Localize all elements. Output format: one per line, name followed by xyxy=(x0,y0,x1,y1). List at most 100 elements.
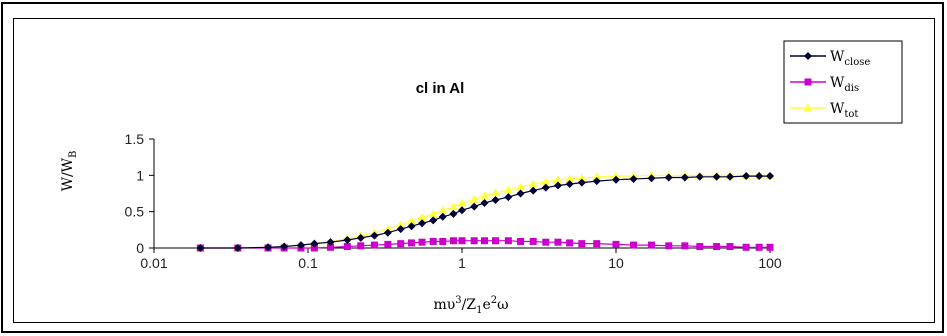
legend-label: Wdis xyxy=(830,75,859,94)
x-tick-label: 10 xyxy=(608,255,624,271)
data-point xyxy=(612,240,620,248)
legend-label: Wtot xyxy=(830,101,858,120)
data-point xyxy=(407,216,417,225)
data-point xyxy=(396,220,406,229)
data-point xyxy=(449,209,458,218)
data-point xyxy=(664,173,673,182)
data-point xyxy=(417,212,427,221)
legend-marker xyxy=(804,52,812,60)
data-point xyxy=(310,244,318,252)
data-point xyxy=(504,193,513,202)
data-point xyxy=(481,237,489,245)
data-point xyxy=(529,186,538,195)
data-point xyxy=(280,242,289,251)
series-layer xyxy=(195,170,775,252)
data-point xyxy=(565,174,575,183)
data-point xyxy=(470,202,479,211)
data-point xyxy=(418,219,427,228)
data-point xyxy=(438,205,448,214)
data-point xyxy=(503,185,513,194)
data-point xyxy=(418,238,426,246)
data-point xyxy=(343,236,352,245)
data-point xyxy=(310,239,319,248)
axes: 0 0.5 1 1.5 0.01 0.1 1 10 100 xyxy=(125,131,782,271)
data-point xyxy=(469,194,479,203)
data-point xyxy=(647,174,656,183)
data-point xyxy=(647,241,655,249)
series-line xyxy=(200,240,770,249)
data-point xyxy=(726,172,735,181)
data-point xyxy=(491,196,500,205)
data-point xyxy=(370,241,378,249)
data-point xyxy=(712,172,721,181)
data-point xyxy=(742,172,751,181)
data-point xyxy=(470,237,478,245)
data-point xyxy=(438,212,447,221)
data-point xyxy=(396,225,405,234)
data-point xyxy=(384,240,392,248)
data-point xyxy=(681,242,689,250)
data-point xyxy=(766,243,774,251)
x-tick-label: 0.01 xyxy=(140,255,167,271)
data-point xyxy=(356,233,365,242)
data-point xyxy=(196,244,205,252)
data-point xyxy=(612,175,620,184)
series-w-close xyxy=(196,172,774,252)
data-point xyxy=(755,243,763,251)
legend-item: Wclose xyxy=(790,49,870,68)
data-point xyxy=(629,174,638,183)
data-point xyxy=(553,175,563,184)
data-point xyxy=(343,243,351,251)
y-axis-label: W/WB xyxy=(60,151,79,192)
data-point xyxy=(491,237,499,245)
data-point xyxy=(516,182,526,191)
legend-label: Wclose xyxy=(830,49,870,68)
series-line xyxy=(200,175,770,249)
data-point xyxy=(516,189,525,198)
data-point xyxy=(578,240,586,248)
data-point xyxy=(541,177,551,186)
data-point xyxy=(439,237,447,245)
chart-title: cl in Al xyxy=(416,80,465,97)
data-point xyxy=(611,171,621,180)
data-point xyxy=(592,172,602,181)
data-point xyxy=(577,173,587,182)
x-tick-label: 1 xyxy=(458,255,466,271)
data-point xyxy=(429,216,438,225)
data-point xyxy=(296,241,305,250)
data-point xyxy=(429,237,437,245)
data-point xyxy=(448,202,458,211)
data-point xyxy=(566,239,574,247)
data-point xyxy=(528,179,538,188)
x-tick-label: 100 xyxy=(758,255,782,271)
data-point xyxy=(593,240,601,248)
data-point xyxy=(449,237,457,245)
y-tick-label: 1 xyxy=(136,167,144,183)
legend-item: Wtot xyxy=(790,101,858,120)
data-point xyxy=(680,173,689,182)
data-point xyxy=(458,206,466,215)
data-point xyxy=(554,238,562,246)
legend-marker xyxy=(804,78,812,86)
data-point xyxy=(713,243,721,251)
y-tick-label: 1.5 xyxy=(125,131,145,147)
data-point xyxy=(630,241,638,249)
data-point xyxy=(383,228,392,237)
legend: Wclose Wdis Wtot xyxy=(783,40,903,124)
x-axis-label: mυ3/Z1e2ω xyxy=(433,295,508,316)
chart: 0 0.5 1 1.5 0.01 0.1 1 10 100 cl in Al W/WB mυ3/… xyxy=(60,40,903,316)
data-point xyxy=(742,243,750,251)
legend-marker xyxy=(803,103,813,112)
series-line xyxy=(200,174,770,249)
y-tick-label: 0 xyxy=(136,240,144,256)
data-point xyxy=(696,243,704,251)
data-point xyxy=(327,243,335,251)
data-point xyxy=(726,243,734,251)
data-point xyxy=(542,238,550,246)
data-point xyxy=(326,238,335,247)
y-tick-label: 0.5 xyxy=(125,204,145,220)
data-point xyxy=(490,188,500,197)
data-point xyxy=(480,198,489,207)
data-point xyxy=(766,172,774,181)
